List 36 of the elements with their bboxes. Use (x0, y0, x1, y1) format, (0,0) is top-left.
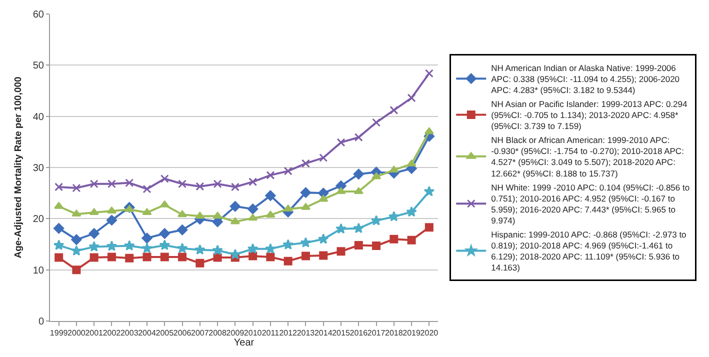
x-tick-label: 2007 (191, 328, 210, 338)
x-tick-label: 2014 (314, 328, 333, 338)
x-tick-label: 2016 (350, 328, 368, 338)
y-tick-label: 60 (32, 10, 44, 20)
legend-label: Hispanic: 1999-2010 APC: -0.868 (95%CI: -2.973 to 0.819); 2010-2018 APC: 4.969 (95%CI:-1.461 to 6.129); 2018-2020 APC: 11.109* (95%CI: 5.936 to 14.163) (491, 230, 687, 273)
x-tick-label: 2015 (332, 328, 350, 338)
legend-label: NH American Indian or Alaska Native: 1999-2006 APC: 0.338 (95%CI: -11.094 to 4.255); 2006-2020 APC: 4.283* (95%CI: 3.182 to 9.5344) (491, 62, 680, 95)
legend-label: NH Black or African American: 1999-2010 APC: -0.930* (95%CI: -1.754 to -0.270); 2010-2018 APC: 4.527* (95%CI: 3.049 to 5.507); 2018-2020 APC: 12.662* (95%CI: 8.188 to 15.737) (491, 135, 684, 178)
y-tick-label: 30 (32, 163, 44, 174)
x-tick-label: 2013 (296, 328, 316, 338)
x-axis-title: Year (234, 338, 255, 349)
y-tick-label: 0 (38, 316, 44, 328)
y-tick-label: 40 (32, 112, 44, 123)
x-tick-label: 2002 (102, 328, 122, 338)
x-tick-label: 2017 (367, 328, 386, 338)
x-tick-label: 1999 (50, 328, 68, 338)
y-tick-label: 20 (32, 214, 44, 226)
x-tick-label: 2003 (120, 328, 139, 338)
x-tick-label: 2010 (244, 328, 262, 338)
x-tick-label: 2001 (85, 328, 104, 338)
x-tick-label: 2012 (279, 328, 298, 338)
x-tick-label: 2006 (173, 328, 192, 338)
x-tick-label: 2000 (68, 328, 86, 338)
x-tick-label: 2004 (138, 328, 156, 338)
x-tick-label: 2020 (420, 328, 439, 338)
legend-label: NH Asian or Pacific Islander: 1999-2013 APC: 0.294 (95%CI: -0.705 to 1.134); 2013-2020 APC: 4.958* (95%CI: 3.739 to 7.159) (491, 98, 688, 132)
legend-label: NH White: 1999 -2010 APC: 0.104 (95%CI: -0.856 to 0.751); 2010-2016 APC: 4.952 (95%CI: -0.167 to 5.959); 2016-2020 APC: 7.443* (95%CI: 5.965 to 9.974) (491, 182, 690, 226)
y-axis-title: Age-Adjusted Mortality Rate per 100,000 (13, 76, 24, 258)
x-tick-label: 2009 (226, 328, 245, 338)
x-tick-label: 2011 (262, 328, 280, 338)
y-tick-label: 50 (32, 60, 44, 72)
x-tick-label: 2018 (385, 328, 404, 338)
x-tick-label: 2005 (156, 328, 174, 338)
y-tick-label: 10 (32, 265, 44, 276)
x-tick-label: 2008 (208, 328, 227, 338)
x-tick-label: 2019 (402, 328, 421, 338)
